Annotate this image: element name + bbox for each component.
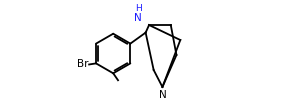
Text: Br: Br [77, 59, 89, 69]
Text: N: N [134, 13, 142, 23]
Text: N: N [158, 90, 166, 100]
Text: H: H [135, 4, 142, 13]
